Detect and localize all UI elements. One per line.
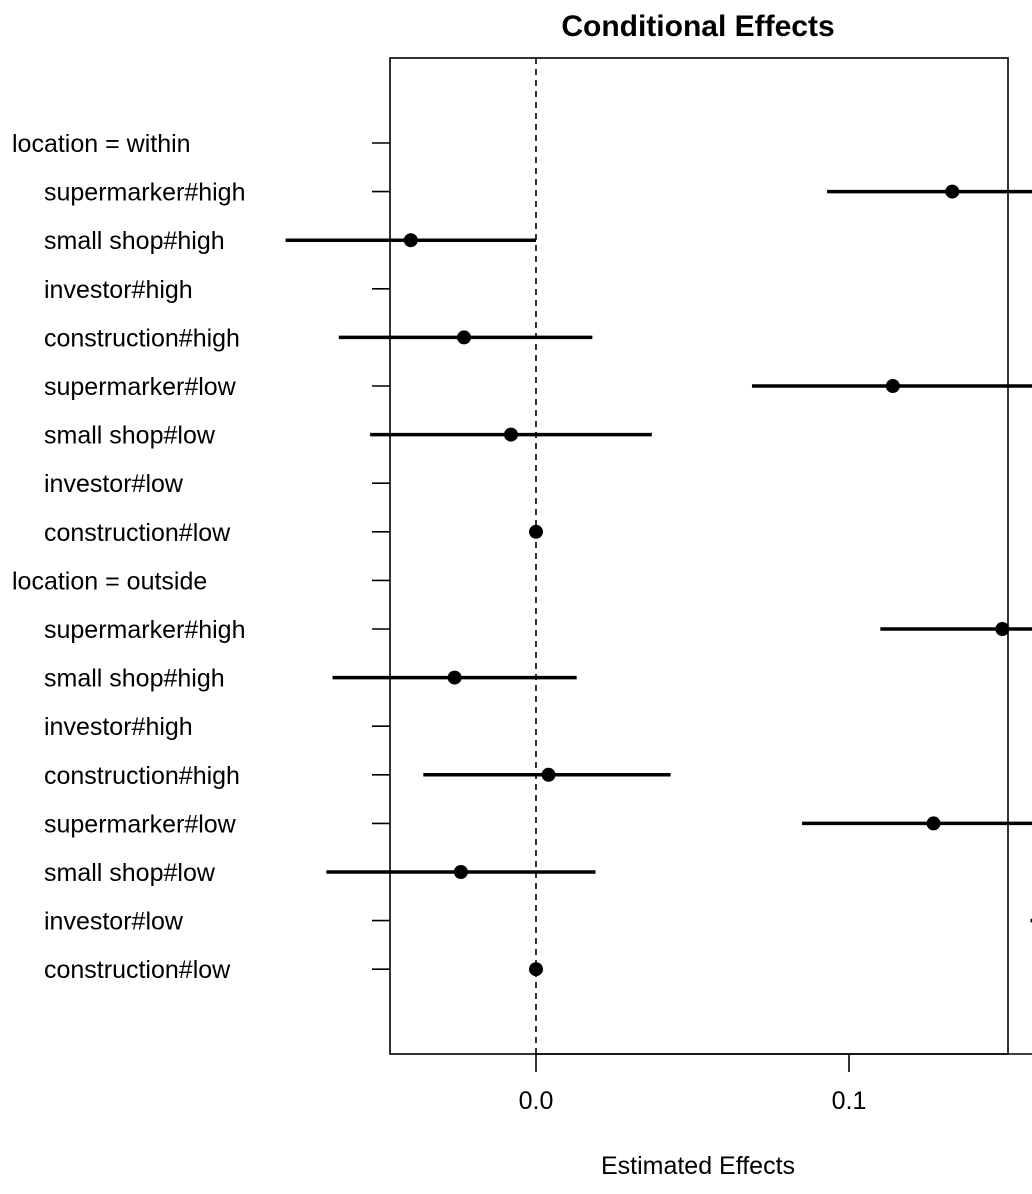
point-estimate [995, 622, 1010, 636]
point-estimate [403, 233, 418, 248]
estimate-row: investor#high [44, 713, 390, 741]
row-label: investor#low [44, 470, 184, 498]
estimate-row: small shop#low [44, 422, 652, 450]
estimate-row: construction#high [44, 324, 593, 352]
estimate-row: investor#low [44, 470, 390, 498]
point-estimate [529, 524, 543, 539]
row-label: supermarker#high [44, 179, 246, 207]
point-estimate [529, 962, 543, 977]
row-label: small shop#high [44, 665, 225, 693]
row-label: supermarker#high [44, 616, 246, 644]
row-label: investor#high [44, 276, 193, 304]
row-label: supermarker#low [44, 373, 237, 401]
point-estimate [541, 767, 556, 782]
row-label: small shop#low [44, 422, 216, 450]
plot-frame [389, 57, 1009, 1055]
estimate-row: investor#high [44, 276, 390, 304]
chart-title: Conditional Effects [561, 10, 834, 43]
row-label: small shop#high [44, 227, 225, 255]
group-label: location = within [12, 130, 191, 158]
point-estimate [945, 184, 960, 199]
estimate-row: small shop#high [44, 665, 577, 693]
estimate-row: supermarker#high [44, 616, 1032, 644]
point-estimate [926, 816, 941, 831]
x-axis-label: Estimated Effects [601, 1152, 795, 1180]
estimate-row: construction#high [44, 762, 671, 790]
group-label: location = outside [12, 567, 207, 595]
row-label: small shop#low [44, 859, 216, 887]
point-estimate [503, 427, 518, 442]
point-estimate [885, 379, 900, 393]
estimate-row: small shop#high [44, 227, 536, 255]
estimate-row: supermarker#low [44, 810, 1032, 838]
row-label: investor#low [44, 908, 184, 936]
point-estimate [447, 670, 462, 685]
group-header-row: location = within [12, 130, 390, 158]
estimate-row: construction#low [44, 956, 543, 984]
row-label: investor#high [44, 713, 193, 741]
row-label: construction#high [44, 324, 240, 352]
point-estimate [457, 330, 472, 345]
x-tick-label: 0.0 [519, 1087, 554, 1115]
x-tick-label: 0.1 [832, 1087, 867, 1115]
row-label: construction#low [44, 956, 231, 984]
estimate-row: construction#low [44, 519, 543, 547]
row-label: construction#low [44, 519, 231, 547]
estimate-row: small shop#low [44, 859, 596, 887]
estimate-row: supermarker#high [44, 179, 1032, 207]
row-label: supermarker#low [44, 810, 237, 838]
row-label: construction#high [44, 762, 240, 790]
group-header-row: location = outside [12, 567, 390, 595]
point-estimate [453, 865, 468, 879]
estimate-row: investor#low [44, 908, 1032, 936]
estimate-row: supermarker#low [44, 373, 1032, 401]
